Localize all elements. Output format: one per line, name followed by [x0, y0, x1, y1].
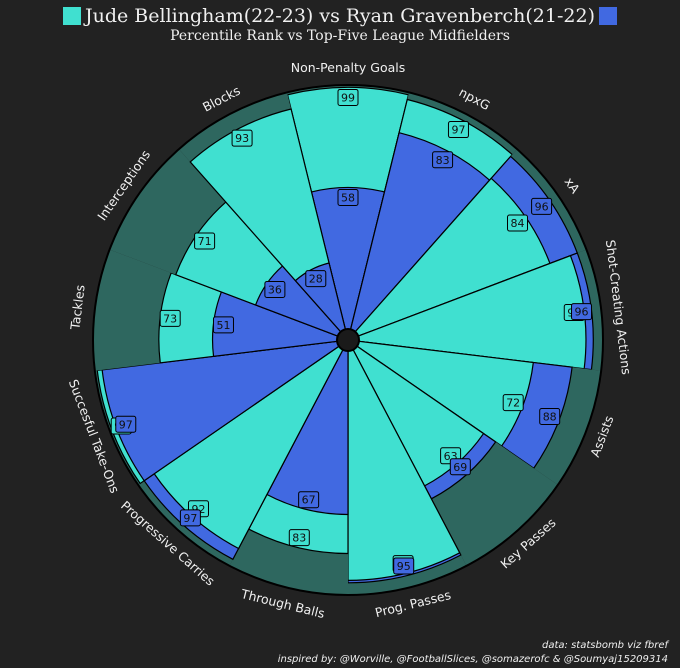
- title-row: Jude Bellingham(22-23) vs Ryan Gravenber…: [0, 2, 680, 30]
- title-player-b: Ryan Gravenberch(21-22): [345, 5, 595, 27]
- value-label-player-a-npxg-text: 97: [451, 124, 465, 137]
- value-label-player-b-non-penalty-goals: 58: [337, 188, 359, 206]
- legend-swatch-player-a: [63, 7, 81, 25]
- value-label-player-b-progressive-carries-box: [179, 509, 201, 527]
- value-label-player-a-assists-box: [502, 394, 524, 412]
- value-label-player-b-through-balls: 67: [298, 491, 320, 509]
- category-label-tackles: Tackles: [67, 284, 87, 331]
- value-label-player-b-progressive-carries-text: 97: [183, 512, 197, 525]
- center-hub: [336, 328, 360, 352]
- credit-data: data: statsbomb viz fbref: [542, 640, 668, 651]
- value-label-player-b-tackles-box: [212, 316, 234, 334]
- value-label-player-a-assists-text: 72: [506, 397, 520, 410]
- value-label-player-a-non-penalty-goals-box: [337, 88, 359, 106]
- value-label-player-b-key-passes-box: [449, 458, 471, 476]
- value-label-player-a-blocks-box: [231, 129, 253, 147]
- value-label-player-b-xa: 96: [531, 197, 553, 215]
- value-label-player-b-succesful-take-ons-box: [115, 415, 137, 433]
- value-label-player-a-blocks-text: 93: [235, 132, 249, 145]
- title-player-a: Jude Bellingham(22-23): [85, 5, 314, 27]
- value-label-player-b-succesful-take-ons: 97: [115, 415, 137, 433]
- category-label-npxg: npxG: [457, 84, 493, 113]
- chart-title: Jude Bellingham(22-23) vs Ryan Gravenber…: [85, 5, 595, 27]
- value-label-player-b-progressive-carries: 97: [179, 509, 201, 527]
- value-label-player-b-tackles: 51: [212, 316, 234, 334]
- value-label-player-a-tackles: 73: [159, 309, 181, 327]
- value-label-player-b-through-balls-text: 67: [302, 494, 316, 507]
- value-label-player-a-assists: 72: [502, 394, 524, 412]
- category-label-assists: Assists: [587, 414, 616, 460]
- value-label-player-b-blocks-text: 28: [309, 273, 323, 286]
- value-label-player-b-shot-creating-actions: 96: [571, 303, 593, 321]
- legend-swatch-player-b: [598, 7, 617, 25]
- chart-subtitle: Percentile Rank vs Top-Five League Midfi…: [170, 28, 510, 44]
- value-label-player-b-assists: 88: [539, 407, 561, 425]
- value-label-player-b-npxg-text: 83: [436, 154, 450, 167]
- value-label-player-b-xa-box: [531, 197, 553, 215]
- value-label-player-b-npxg-box: [432, 151, 454, 169]
- value-label-player-b-tackles-text: 51: [216, 319, 230, 332]
- outer-ring: [92, 84, 604, 596]
- value-label-player-b-blocks-box: [305, 270, 327, 288]
- value-label-player-b-succesful-take-ons-text: 97: [119, 418, 133, 431]
- value-label-player-b-prog-passes: 95: [393, 557, 415, 575]
- value-label-player-a-interceptions: 71: [194, 232, 216, 250]
- value-label-player-b-non-penalty-goals-box: [337, 188, 359, 206]
- value-label-player-b-xa-text: 96: [535, 200, 549, 213]
- value-label-player-a-npxg-box: [447, 121, 469, 139]
- category-label-xa: xA: [562, 174, 584, 196]
- category-label-non-penalty-goals: Non-Penalty Goals: [291, 60, 406, 75]
- value-label-player-b-assists-text: 88: [543, 410, 557, 423]
- value-label-player-b-non-penalty-goals-text: 58: [341, 191, 355, 204]
- value-label-player-b-key-passes-text: 69: [453, 461, 467, 474]
- value-label-player-b-through-balls-box: [298, 491, 320, 509]
- value-label-player-a-non-penalty-goals-text: 99: [341, 91, 355, 104]
- value-label-player-b-interceptions-box: [264, 281, 286, 299]
- value-label-player-a-xa-text: 84: [511, 217, 525, 230]
- value-label-player-b-interceptions: 36: [264, 281, 286, 299]
- value-label-player-a-blocks: 93: [231, 129, 253, 147]
- value-label-player-b-key-passes: 69: [449, 458, 471, 476]
- value-label-player-a-tackles-box: [159, 309, 181, 327]
- title-vs: vs: [313, 5, 346, 27]
- category-label-shot-creating-actions: Shot-Creating Actions: [603, 239, 634, 376]
- value-label-player-b-prog-passes-box: [393, 557, 415, 575]
- value-label-player-a-through-balls-box: [288, 529, 310, 547]
- value-label-player-b-shot-creating-actions-text: 96: [575, 306, 589, 319]
- value-label-player-a-non-penalty-goals: 99: [337, 88, 359, 106]
- value-label-player-a-tackles-text: 73: [163, 312, 177, 325]
- value-label-player-b-shot-creating-actions-box: [571, 303, 593, 321]
- value-label-player-a-through-balls-text: 83: [292, 532, 306, 545]
- value-label-player-b-prog-passes-text: 95: [397, 560, 411, 573]
- value-label-player-b-npxg: 83: [432, 151, 454, 169]
- value-label-player-a-xa-box: [507, 214, 529, 232]
- value-label-player-a-interceptions-text: 71: [198, 235, 212, 248]
- value-label-player-a-xa: 84: [507, 214, 529, 232]
- value-label-player-b-interceptions-text: 36: [268, 284, 282, 297]
- value-label-player-a-through-balls: 83: [288, 529, 310, 547]
- value-label-player-b-blocks: 28: [305, 270, 327, 288]
- value-label-player-a-npxg: 97: [447, 121, 469, 139]
- value-label-player-b-assists-box: [539, 407, 561, 425]
- value-label-player-a-interceptions-box: [194, 232, 216, 250]
- credit-inspired: inspired by: @Worville, @FootballSlices,…: [277, 654, 668, 665]
